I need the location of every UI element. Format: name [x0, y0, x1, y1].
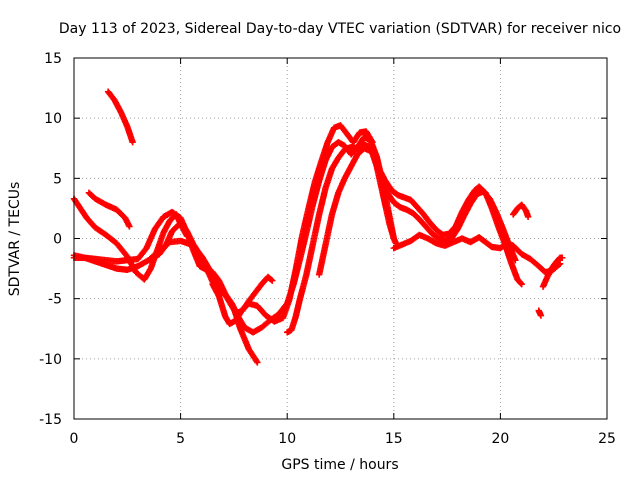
data-point [517, 280, 525, 287]
series-arc-3 [85, 189, 133, 230]
data-point [129, 139, 136, 146]
x-tick-label: 25 [598, 431, 616, 447]
data-point [518, 281, 525, 288]
x-tick-label: 15 [385, 431, 403, 447]
y-axis-label: SDTVAR / TECUs [7, 182, 23, 297]
y-tick-label: 10 [44, 111, 62, 127]
series-arc-10 [377, 181, 519, 264]
data-series-layer [70, 88, 566, 366]
data-point [268, 276, 275, 283]
y-tick-label: 0 [53, 232, 62, 248]
x-tick-label: 20 [491, 431, 509, 447]
x-tick-labels: 0 5 10 15 20 25 [70, 431, 616, 447]
data-point [369, 139, 376, 146]
y-tick-label: -5 [48, 292, 62, 308]
x-tick-label: 10 [278, 431, 296, 447]
data-point [126, 223, 133, 230]
data-point [537, 312, 545, 319]
data-point [390, 235, 397, 242]
series-arc-11 [390, 231, 564, 276]
y-tick-label: 15 [44, 51, 62, 67]
x-tick-label: 0 [70, 431, 79, 447]
series-arc-1 [104, 88, 136, 146]
series-arc-13 [535, 307, 545, 319]
series-arc-14 [539, 254, 566, 290]
data-point [253, 357, 260, 365]
data-point [559, 254, 566, 261]
y-tick-label: 5 [53, 171, 62, 187]
data-point [524, 213, 532, 221]
y-tick-label: -10 [39, 352, 62, 368]
series-arc-5 [70, 219, 261, 366]
data-point [254, 359, 261, 366]
series-arc-9 [315, 145, 525, 288]
axis-ticks [73, 57, 608, 420]
series-arc-12 [509, 201, 532, 221]
data-point [269, 277, 276, 284]
chart-title: Day 113 of 2023, Sidereal Day-to-day VTE… [59, 21, 621, 37]
y-tick-labels: -15 -10 -5 0 5 10 15 [39, 51, 62, 428]
x-tick-label: 5 [176, 431, 185, 447]
series-arc-2 [70, 195, 191, 283]
series-arc-7 [209, 122, 376, 328]
x-axis-label: GPS time / hours [281, 457, 398, 473]
y-tick-label: -15 [39, 412, 62, 428]
data-point [512, 256, 519, 264]
